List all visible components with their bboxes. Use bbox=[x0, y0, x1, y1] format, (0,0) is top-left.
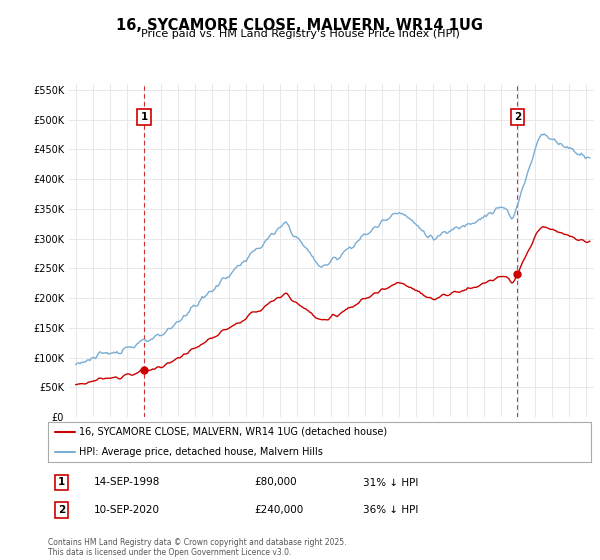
Text: 16, SYCAMORE CLOSE, MALVERN, WR14 1UG (detached house): 16, SYCAMORE CLOSE, MALVERN, WR14 1UG (d… bbox=[79, 427, 388, 437]
Text: £80,000: £80,000 bbox=[254, 478, 297, 488]
Text: HPI: Average price, detached house, Malvern Hills: HPI: Average price, detached house, Malv… bbox=[79, 447, 323, 457]
Text: Contains HM Land Registry data © Crown copyright and database right 2025.
This d: Contains HM Land Registry data © Crown c… bbox=[48, 538, 347, 557]
Text: 14-SEP-1998: 14-SEP-1998 bbox=[94, 478, 161, 488]
Text: 1: 1 bbox=[58, 478, 65, 488]
Text: 31% ↓ HPI: 31% ↓ HPI bbox=[363, 478, 418, 488]
Text: 16, SYCAMORE CLOSE, MALVERN, WR14 1UG: 16, SYCAMORE CLOSE, MALVERN, WR14 1UG bbox=[116, 18, 484, 33]
Text: Price paid vs. HM Land Registry's House Price Index (HPI): Price paid vs. HM Land Registry's House … bbox=[140, 29, 460, 39]
Text: 10-SEP-2020: 10-SEP-2020 bbox=[94, 505, 160, 515]
Text: £240,000: £240,000 bbox=[254, 505, 304, 515]
Text: 2: 2 bbox=[514, 113, 521, 122]
Text: 1: 1 bbox=[140, 113, 148, 122]
Text: 2: 2 bbox=[58, 505, 65, 515]
Text: 36% ↓ HPI: 36% ↓ HPI bbox=[363, 505, 418, 515]
